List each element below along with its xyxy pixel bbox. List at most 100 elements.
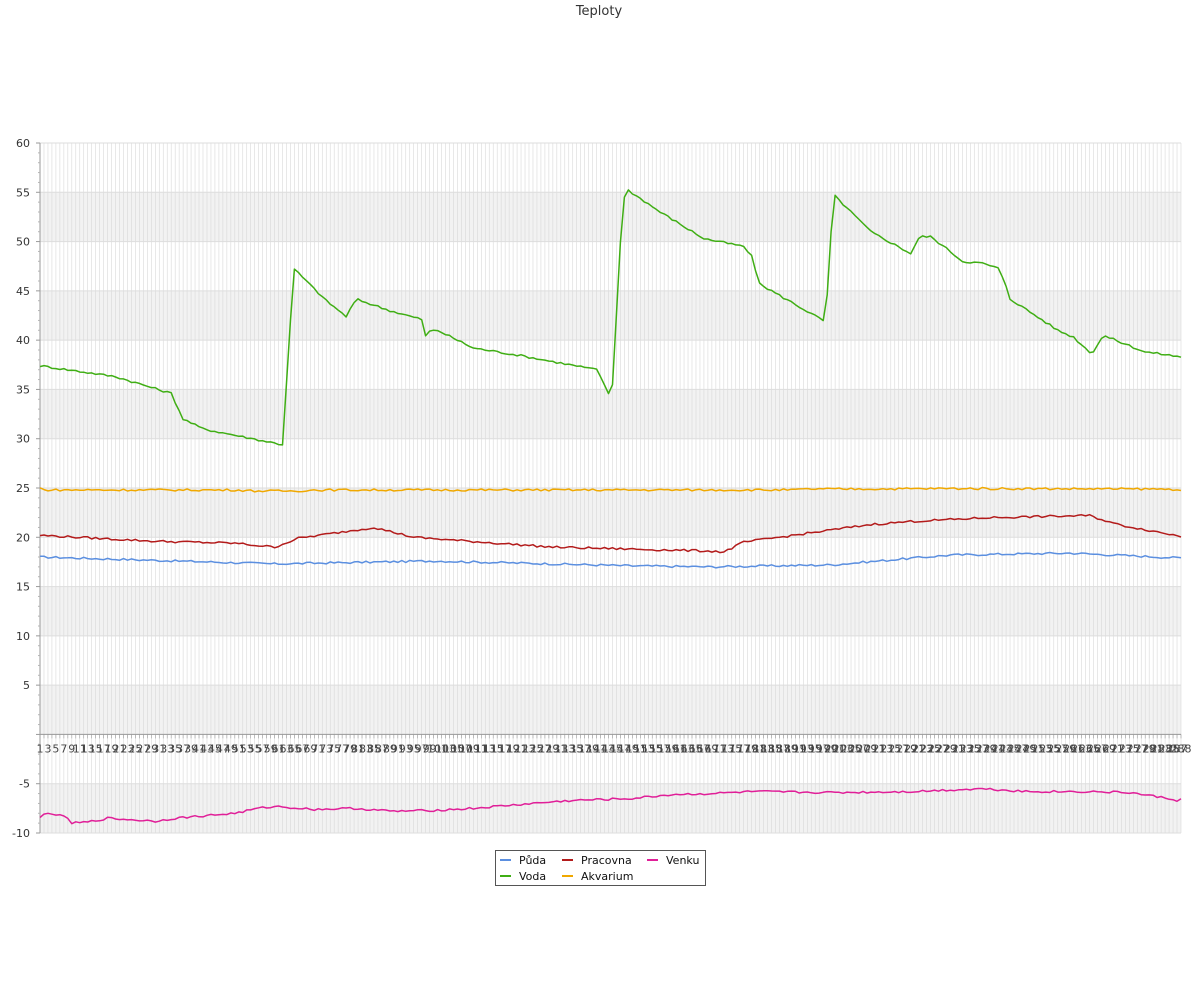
- x-tick-label: 249: [1015, 742, 1036, 755]
- x-tick-label: 49: [224, 742, 238, 755]
- x-tick-label: 33: [160, 742, 174, 755]
- x-tick-label: 213: [872, 742, 893, 755]
- x-tick-label: 275: [1119, 742, 1140, 755]
- x-tick-label: 255: [1039, 742, 1060, 755]
- x-tick-label: 13: [81, 742, 95, 755]
- x-tick-label: 51: [232, 742, 246, 755]
- x-tick-label: 3: [44, 742, 51, 755]
- x-tick-label: 9: [68, 742, 75, 755]
- x-tick-label: 123: [515, 742, 536, 755]
- x-tick-label: 129: [538, 742, 559, 755]
- x-tick-label: 157: [650, 742, 671, 755]
- x-tick-label: 23: [120, 742, 134, 755]
- x-tick-label: 81: [351, 742, 365, 755]
- x-tick-label: 109: [459, 742, 480, 755]
- x-tick-label: 239: [976, 742, 997, 755]
- x-tick-label: 61: [272, 742, 286, 755]
- x-tick-label: 225: [920, 742, 941, 755]
- x-tick-label: 65: [287, 742, 301, 755]
- x-tick-label: 83: [359, 742, 373, 755]
- y-tick-label: 10: [16, 630, 30, 643]
- x-tick-label: 259: [1055, 742, 1076, 755]
- x-tick-label: 288: [1171, 742, 1192, 755]
- y-tick-label: 25: [16, 482, 30, 495]
- x-tick-label: 93: [399, 742, 413, 755]
- plot-background-bands: [40, 192, 1181, 833]
- x-tick-label: 77: [335, 742, 349, 755]
- y-tick-label: 20: [16, 531, 30, 544]
- x-tick-label: 233: [952, 742, 973, 755]
- legend-label: Pracovna: [581, 854, 632, 867]
- y-tick-label: 50: [16, 236, 30, 249]
- x-tick-label: 261: [1063, 742, 1084, 755]
- x-tick-label: 141: [586, 742, 607, 755]
- x-tick-label: 179: [737, 742, 758, 755]
- x-tick-label: 7: [60, 742, 67, 755]
- x-tick-label: 237: [968, 742, 989, 755]
- y-tick-label: 45: [16, 285, 30, 298]
- x-tick-label: 45: [208, 742, 222, 755]
- x-tick-label: 11: [73, 742, 87, 755]
- x-tick-label: 277: [1127, 742, 1148, 755]
- x-tick-label: 135: [562, 742, 583, 755]
- x-tick-label: 143: [594, 742, 615, 755]
- x-tick-label: 101: [427, 742, 448, 755]
- x-tick-label: 195: [801, 742, 822, 755]
- x-tick-label: 219: [896, 742, 917, 755]
- x-tick-label: 203: [833, 742, 854, 755]
- x-tick-label: 273: [1111, 742, 1132, 755]
- x-tick-label: 161: [666, 742, 687, 755]
- series-line: [39, 486, 1182, 493]
- y-tick-label: 5: [23, 679, 30, 692]
- background-band: [40, 290, 1181, 341]
- x-tick-label: 215: [880, 742, 901, 755]
- y-tick-label: 55: [16, 186, 30, 199]
- x-tick-label: 15: [89, 742, 103, 755]
- x-tick-label: 29: [144, 742, 158, 755]
- x-tick-label: 183: [753, 742, 774, 755]
- x-tick-label: 231: [944, 742, 965, 755]
- x-tick-label: 151: [626, 742, 647, 755]
- x-tick-label: 53: [240, 742, 254, 755]
- x-tick-label: 243: [992, 742, 1013, 755]
- x-tick-label: 35: [168, 742, 182, 755]
- x-tick-label: 103: [435, 742, 456, 755]
- background-band: [40, 192, 1181, 242]
- x-tick-label: 189: [777, 742, 798, 755]
- background-band: [40, 488, 1181, 538]
- x-tick-label: 127: [530, 742, 551, 755]
- x-tick-label: 171: [705, 742, 726, 755]
- x-tick-label: 69: [303, 742, 317, 755]
- x-tick-label: 139: [578, 742, 599, 755]
- x-tick-label: 181: [745, 742, 766, 755]
- series-line: [39, 513, 1182, 554]
- x-tick-label: 145: [602, 742, 623, 755]
- series-line: [39, 189, 1182, 446]
- x-tick-label: 167: [689, 742, 710, 755]
- x-tick-label: 115: [483, 742, 504, 755]
- x-tick-label: 1: [37, 742, 44, 755]
- x-tick-label: 149: [618, 742, 639, 755]
- y-tick-label: -5: [19, 778, 30, 791]
- x-tick-label: 201: [825, 742, 846, 755]
- x-tick-label: 73: [319, 742, 333, 755]
- x-tick-label: 207: [848, 742, 869, 755]
- x-tick-label: 209: [856, 742, 877, 755]
- x-tick-label: 193: [793, 742, 814, 755]
- x-tick-label: 245: [1000, 742, 1021, 755]
- x-tick-label: 63: [279, 742, 293, 755]
- y-tick-label: 15: [16, 581, 30, 594]
- x-axis-ticks: 1 3 5 7 911131517192123252729313335373941434…: [37, 734, 1192, 755]
- x-tick-label: 173: [713, 742, 734, 755]
- x-tick-label: 185: [761, 742, 782, 755]
- x-tick-label: 31: [152, 742, 166, 755]
- legend-label: Akvarium: [581, 870, 633, 883]
- x-tick-label: 19: [105, 742, 119, 755]
- y-tick-label: -10: [12, 827, 30, 840]
- x-tick-label: 87: [375, 742, 389, 755]
- x-tick-label: 163: [674, 742, 695, 755]
- y-tick-label: 30: [16, 433, 30, 446]
- x-tick-label: 229: [936, 742, 957, 755]
- background-band: [40, 685, 1181, 735]
- x-tick-label: 159: [658, 742, 679, 755]
